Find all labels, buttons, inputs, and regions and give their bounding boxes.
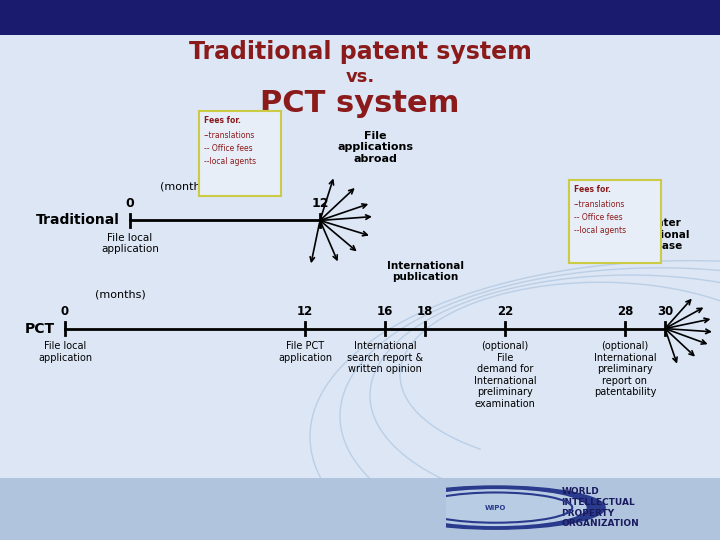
Text: WIPO: WIPO (485, 504, 506, 511)
Text: 28: 28 (617, 305, 633, 318)
Text: Fees for.: Fees for. (204, 117, 241, 125)
Text: --translations
-- Office fees
--local agents: --translations -- Office fees --local ag… (204, 131, 256, 166)
FancyBboxPatch shape (199, 111, 281, 195)
Circle shape (386, 486, 605, 529)
Circle shape (405, 490, 586, 525)
Text: PCT system: PCT system (261, 89, 459, 118)
Text: File local
application: File local application (38, 341, 92, 362)
Text: --translations
-- Office fees
--local agents: --translations -- Office fees --local ag… (574, 200, 626, 235)
Text: ORGANIZATION: ORGANIZATION (562, 519, 639, 528)
Text: WORLD: WORLD (562, 487, 599, 496)
Text: Traditional: Traditional (36, 213, 120, 227)
Text: INTELLECTUAL: INTELLECTUAL (562, 498, 635, 507)
Text: 12: 12 (297, 305, 313, 318)
Text: 16: 16 (377, 305, 393, 318)
Text: 22: 22 (497, 305, 513, 318)
Text: PCT: PCT (25, 322, 55, 335)
Text: (optional)
File
demand for
International
preliminary
examination: (optional) File demand for International… (474, 341, 536, 409)
FancyBboxPatch shape (569, 180, 661, 262)
Text: File PCT
application: File PCT application (278, 341, 332, 362)
Text: International
search report &
written opinion: International search report & written op… (347, 341, 423, 374)
Text: International
publication: International publication (387, 261, 464, 282)
Text: 12: 12 (311, 197, 329, 210)
Text: 0: 0 (125, 197, 135, 210)
Text: vs.: vs. (346, 68, 374, 86)
Text: PROPERTY: PROPERTY (562, 509, 614, 517)
Text: 0: 0 (61, 305, 69, 318)
Text: (optional)
International
preliminary
report on
patentability: (optional) International preliminary rep… (594, 341, 657, 397)
Text: (months): (months) (160, 181, 211, 192)
Text: Traditional patent system: Traditional patent system (189, 40, 531, 64)
Text: File
applications
abroad: File applications abroad (337, 131, 413, 164)
Text: 30: 30 (657, 305, 673, 318)
Text: Enter
national
phase: Enter national phase (641, 218, 689, 251)
Text: 18: 18 (417, 305, 433, 318)
Text: Fees for.: Fees for. (574, 185, 611, 194)
Text: (months): (months) (95, 290, 145, 300)
Text: File local
application: File local application (101, 233, 159, 254)
